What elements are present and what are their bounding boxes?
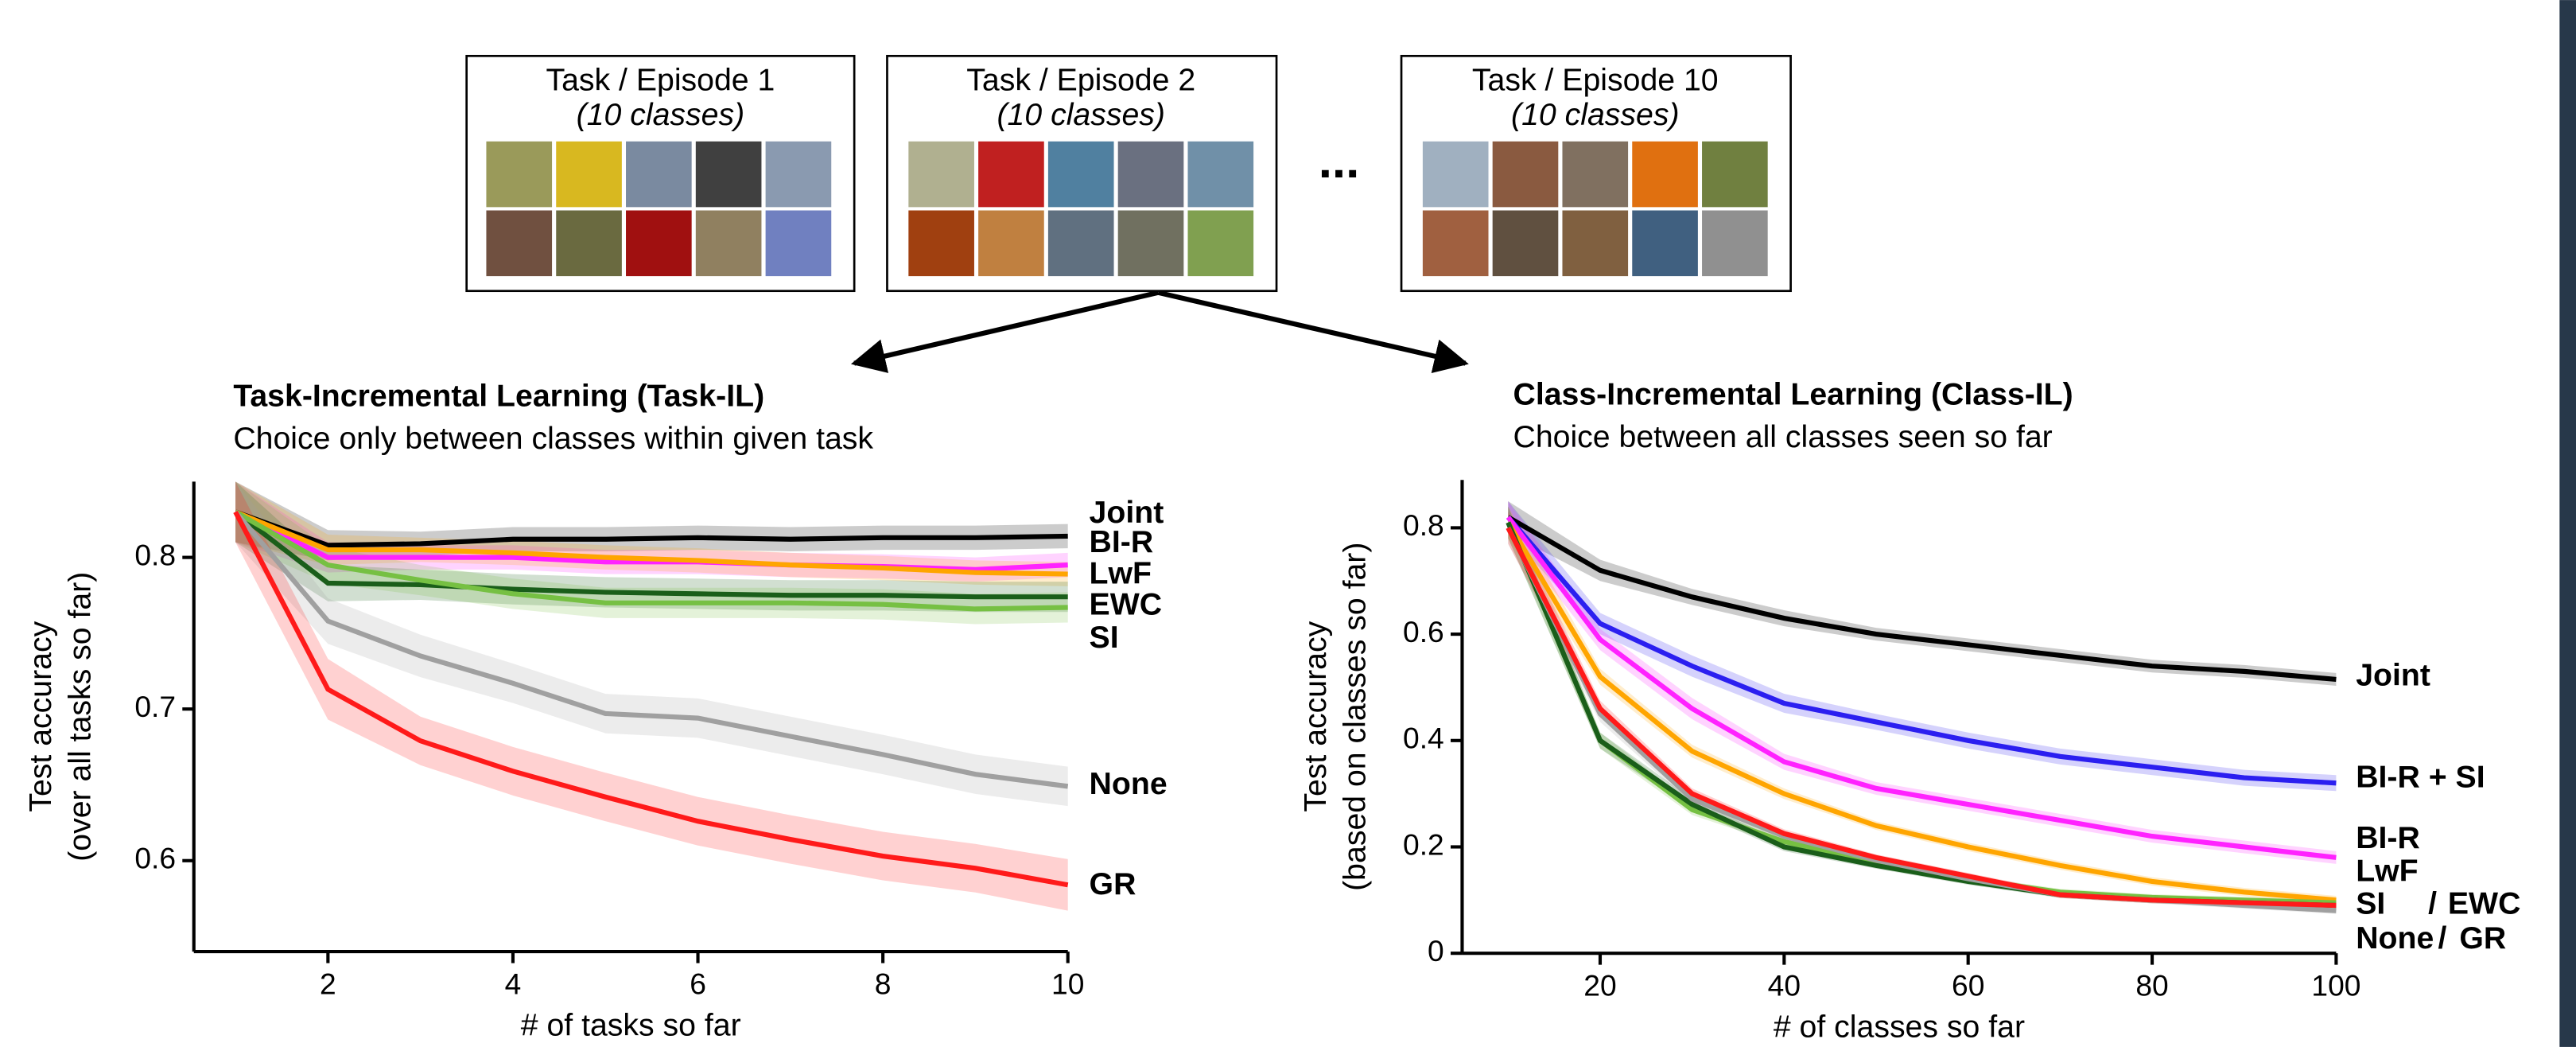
task-title: Task / Episode 2 (966, 63, 1195, 98)
thumbnail (556, 142, 622, 208)
thumbnail (1702, 210, 1768, 276)
thumbnail (978, 210, 1044, 276)
y-tick-label: 0.4 (1403, 722, 1444, 755)
error-band (1508, 501, 2336, 864)
chart-subtitle: Choice between all classes seen so far (1513, 419, 2052, 454)
y-tick-label: 0.6 (1403, 615, 1444, 648)
thumbnail (626, 210, 692, 276)
thumbnail (766, 210, 832, 276)
x-tick-label: 20 (1583, 968, 1616, 1002)
thumbnail (908, 142, 974, 208)
thumbnail (1493, 210, 1559, 276)
series-line (1508, 517, 2336, 858)
thumbnail (486, 142, 552, 208)
y-tick-label: 0.8 (134, 538, 176, 571)
thumbnail (1423, 142, 1489, 208)
thumbnail (1187, 210, 1253, 276)
task-title: Task / Episode 1 (546, 63, 775, 98)
thumbnail (1632, 210, 1698, 276)
legend-separator: / (2428, 886, 2437, 921)
y-tick-label: 0.6 (134, 842, 176, 875)
legend-label: GR (2459, 921, 2506, 956)
y-tick-label: 0 (1428, 934, 1444, 967)
legend-label: None (2356, 921, 2434, 956)
thumbnail (978, 142, 1044, 208)
legend-label: SI (2356, 886, 2385, 921)
x-tick-label: 100 (2311, 968, 2360, 1002)
thumbnail (486, 210, 552, 276)
arrow (1158, 293, 1465, 364)
legend-label: GR (1090, 866, 1136, 901)
x-axis-label: # of tasks so far (521, 1007, 741, 1042)
figure: Task / Episode 1 (10 classes) Task / Epi… (0, 0, 2576, 1047)
thumbnail (1118, 142, 1184, 208)
thumbnail (1493, 142, 1559, 208)
x-tick-label: 40 (1768, 968, 1801, 1002)
thumbnail (1187, 142, 1253, 208)
y-tick-label: 0.8 (1403, 508, 1444, 542)
arrow (854, 293, 1158, 364)
legend-label: None (1090, 766, 1168, 801)
thumbnail (556, 210, 622, 276)
task-diagram: Task / Episode 1 (10 classes) Task / Epi… (467, 56, 1791, 363)
y-tick-label: 0.2 (1403, 827, 1444, 861)
legend-label: LwF (2356, 853, 2418, 888)
task-subtitle: (10 classes) (997, 97, 1165, 132)
legend-label: BI-R + SI (2356, 760, 2485, 795)
thumbnail (626, 142, 692, 208)
chart-subtitle: Choice only between classes within given… (233, 421, 873, 456)
x-axis-label: # of classes so far (1774, 1010, 2025, 1045)
thumbnail (696, 142, 762, 208)
x-tick-label: 6 (690, 967, 706, 1000)
chart-title: Class-Incremental Learning (Class-IL) (1513, 376, 2073, 411)
legend-label: EWC (1090, 587, 1163, 622)
x-tick-label: 8 (875, 967, 892, 1000)
thumbnail (1423, 210, 1489, 276)
thumbnail (1702, 142, 1768, 208)
chart-title: Task-Incremental Learning (Task-IL) (233, 378, 764, 413)
task-subtitle: (10 classes) (1511, 97, 1680, 132)
y-tick-label: 0.7 (134, 690, 176, 723)
thumbnail (1048, 142, 1114, 208)
y-axis-label: Test accuracy (1298, 621, 1333, 812)
thumbnail (1562, 142, 1628, 208)
thumbnail (1562, 210, 1628, 276)
x-tick-label: 10 (1051, 967, 1084, 1000)
x-tick-label: 4 (505, 967, 522, 1000)
thumbnail (696, 210, 762, 276)
ellipsis: ... (1319, 134, 1360, 189)
x-tick-label: 2 (320, 967, 336, 1000)
legend-label: EWC (2448, 886, 2521, 921)
thumbnail (1632, 142, 1698, 208)
thumbnail (766, 142, 832, 208)
y-axis-label: (over all tasks so far) (63, 572, 98, 862)
legend-label: SI (1090, 620, 1119, 655)
x-tick-label: 60 (1952, 968, 1984, 1002)
legend-label: Joint (2356, 658, 2430, 693)
thumbnail (1118, 210, 1184, 276)
thumbnail (1048, 210, 1114, 276)
legend-label: LwF (1090, 555, 1152, 590)
legend-separator: / (2438, 921, 2446, 956)
task-title: Task / Episode 10 (1472, 63, 1719, 98)
legend-label: BI-R (1090, 524, 1154, 559)
y-axis-label: Test accuracy (23, 621, 58, 812)
scrollbar (2559, 0, 2576, 1047)
legend-label: BI-R (2356, 820, 2420, 855)
thumbnail (908, 210, 974, 276)
y-axis-label: (based on classes so far) (1338, 543, 1373, 891)
x-tick-label: 80 (2135, 968, 2168, 1002)
task-subtitle: (10 classes) (577, 97, 744, 132)
